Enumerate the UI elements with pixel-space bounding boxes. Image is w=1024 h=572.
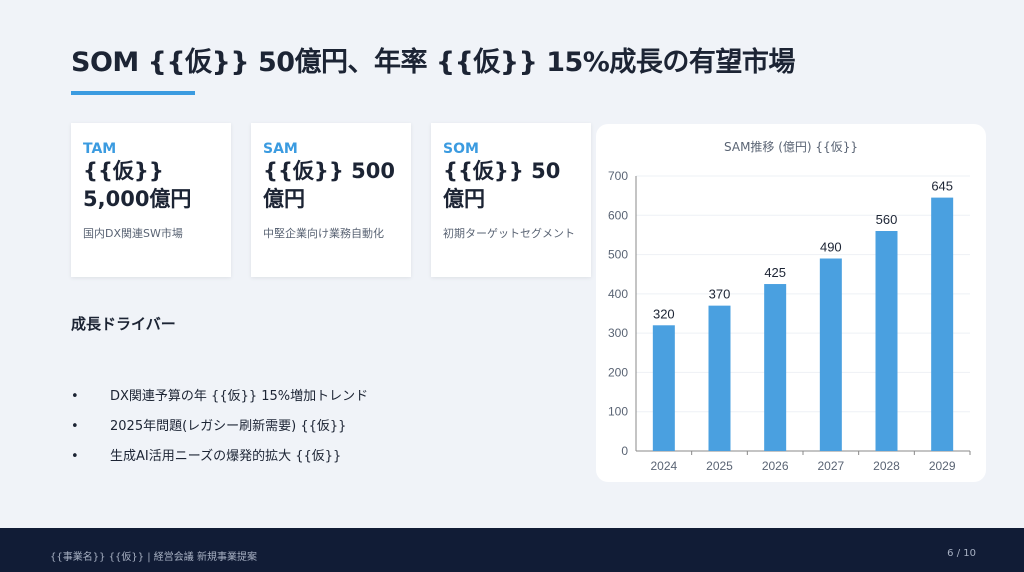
x-tick-label: 2024 bbox=[650, 459, 677, 473]
list-item: • 生成AI活用ニーズの爆発的拡大 {{仮}} bbox=[71, 449, 368, 479]
bar bbox=[819, 258, 842, 451]
x-tick-label: 2028 bbox=[873, 459, 900, 473]
bar bbox=[708, 305, 731, 451]
card-desc: 国内DX関連SW市場 bbox=[83, 227, 183, 240]
data-label: 560 bbox=[876, 212, 898, 227]
card-desc: 初期ターゲットセグメント bbox=[443, 227, 575, 240]
driver-text: 生成AI活用ニーズの爆発的拡大 {{仮}} bbox=[110, 449, 342, 464]
sam-card: SAM {{仮}} 500億円 中堅企業向け業務自動化 bbox=[251, 123, 411, 277]
y-tick-label: 600 bbox=[608, 208, 628, 222]
page-number: 6 / 10 bbox=[947, 548, 976, 559]
bar bbox=[931, 197, 954, 451]
bar bbox=[652, 325, 675, 451]
card-value: {{仮}} 5,000億円 bbox=[83, 159, 192, 211]
x-tick-label: 2027 bbox=[817, 459, 844, 473]
x-tick-label: 2025 bbox=[706, 459, 733, 473]
tam-card: TAM {{仮}} 5,000億円 国内DX関連SW市場 bbox=[71, 123, 231, 277]
drivers-list: • DX関連予算の年 {{仮}} 15%増加トレンド • 2025年問題(レガシー刷… bbox=[71, 389, 368, 479]
list-item: • 2025年問題(レガシー刷新需要) {{仮}} bbox=[71, 419, 368, 449]
y-tick-label: 100 bbox=[608, 405, 628, 419]
drivers-heading: 成長ドライバー bbox=[71, 315, 176, 333]
card-label: SAM bbox=[263, 141, 298, 157]
data-label: 645 bbox=[931, 179, 953, 194]
card-label: SOM bbox=[443, 141, 479, 157]
card-desc: 中堅企業向け業務自動化 bbox=[263, 227, 384, 240]
card-value: {{仮}} 500億円 bbox=[263, 159, 395, 211]
x-tick-label: 2026 bbox=[762, 459, 789, 473]
page-title: SOM {{仮}} 50億円、年率 {{仮}} 15%成長の有望市場 bbox=[71, 47, 795, 78]
y-tick-label: 400 bbox=[608, 287, 628, 301]
footer-text: {{事業名}} {{仮}} | 経営会議 新規事業提案 bbox=[50, 552, 257, 563]
x-tick-label: 2029 bbox=[929, 459, 956, 473]
y-tick-label: 200 bbox=[608, 365, 628, 379]
bar bbox=[764, 284, 787, 451]
driver-text: DX関連予算の年 {{仮}} 15%増加トレンド bbox=[110, 389, 369, 404]
footer: {{事業名}} {{仮}} | 経営会議 新規事業提案 6 / 10 bbox=[0, 528, 1024, 572]
card-label: TAM bbox=[83, 141, 117, 157]
data-label: 370 bbox=[709, 287, 731, 302]
som-card: SOM {{仮}} 50億円 初期ターゲットセグメント bbox=[431, 123, 591, 277]
y-tick-label: 700 bbox=[608, 169, 628, 183]
title-underline bbox=[71, 91, 195, 95]
bar bbox=[875, 231, 898, 451]
chart-svg: 0 100 200 300 400 500 600 700 320 2024 370 2025 425 2… bbox=[608, 169, 971, 473]
y-tick-label: 500 bbox=[608, 248, 628, 262]
y-tick-label: 300 bbox=[608, 326, 628, 340]
card-value: {{仮}} 50億円 bbox=[443, 159, 561, 211]
y-tick-label: 0 bbox=[621, 444, 628, 458]
chart-title: SAM推移 (億円) {{仮}} bbox=[724, 140, 858, 154]
data-label: 425 bbox=[764, 265, 786, 280]
data-label: 490 bbox=[820, 240, 842, 255]
list-item: • DX関連予算の年 {{仮}} 15%増加トレンド bbox=[71, 389, 368, 419]
data-label: 320 bbox=[653, 306, 675, 321]
driver-text: 2025年問題(レガシー刷新需要) {{仮}} bbox=[110, 419, 347, 434]
sam-chart: SAM推移 (億円) {{仮}} 0 100 200 300 400 500 600 700 3… bbox=[596, 124, 986, 482]
